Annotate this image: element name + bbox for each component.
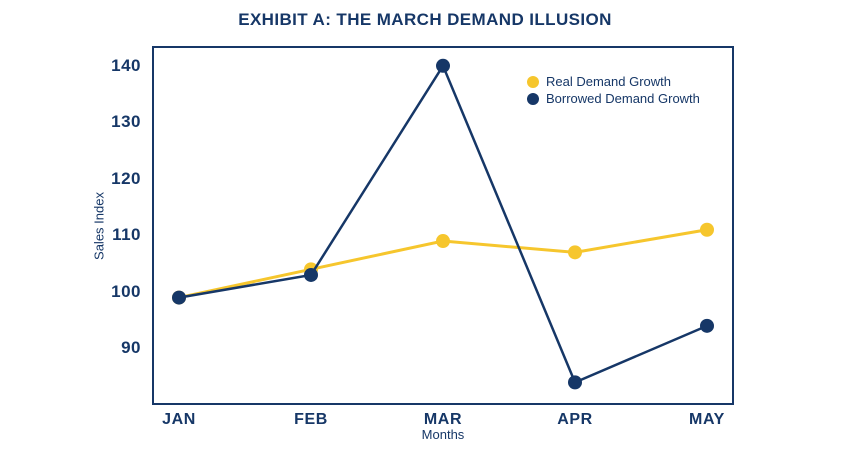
y-tick-label: 120	[111, 168, 141, 188]
x-tick-label: MAY	[689, 411, 725, 428]
legend-item-borrowed-demand: Borrowed Demand Growth	[527, 91, 700, 106]
legend-marker-real-icon	[527, 75, 539, 88]
legend-marker-borrowed-icon	[527, 92, 539, 105]
legend: Real Demand Growth Borrowed Demand Growt…	[527, 74, 700, 106]
y-tick-label: 100	[111, 281, 141, 301]
legend-label-borrowed: Borrowed Demand Growth	[546, 91, 700, 106]
legend-label-real: Real Demand Growth	[546, 74, 671, 89]
x-tick-label: APR	[557, 411, 593, 428]
y-tick-label: 140	[111, 55, 141, 75]
y-tick-label: 110	[112, 225, 141, 245]
x-axis-title: Months	[421, 427, 465, 442]
y-tick-label: 130	[111, 112, 141, 132]
x-tick-label: FEB	[294, 411, 328, 428]
y-tick-label: 90	[121, 338, 141, 358]
legend-item-real-demand: Real Demand Growth	[527, 74, 700, 89]
x-tick-label: JAN	[162, 411, 196, 428]
x-tick-label: MAR	[423, 411, 463, 428]
y-axis-title: Sales Index	[91, 192, 107, 260]
chart-title: EXHIBIT A: THE MARCH DEMAND ILLUSION	[238, 10, 612, 29]
